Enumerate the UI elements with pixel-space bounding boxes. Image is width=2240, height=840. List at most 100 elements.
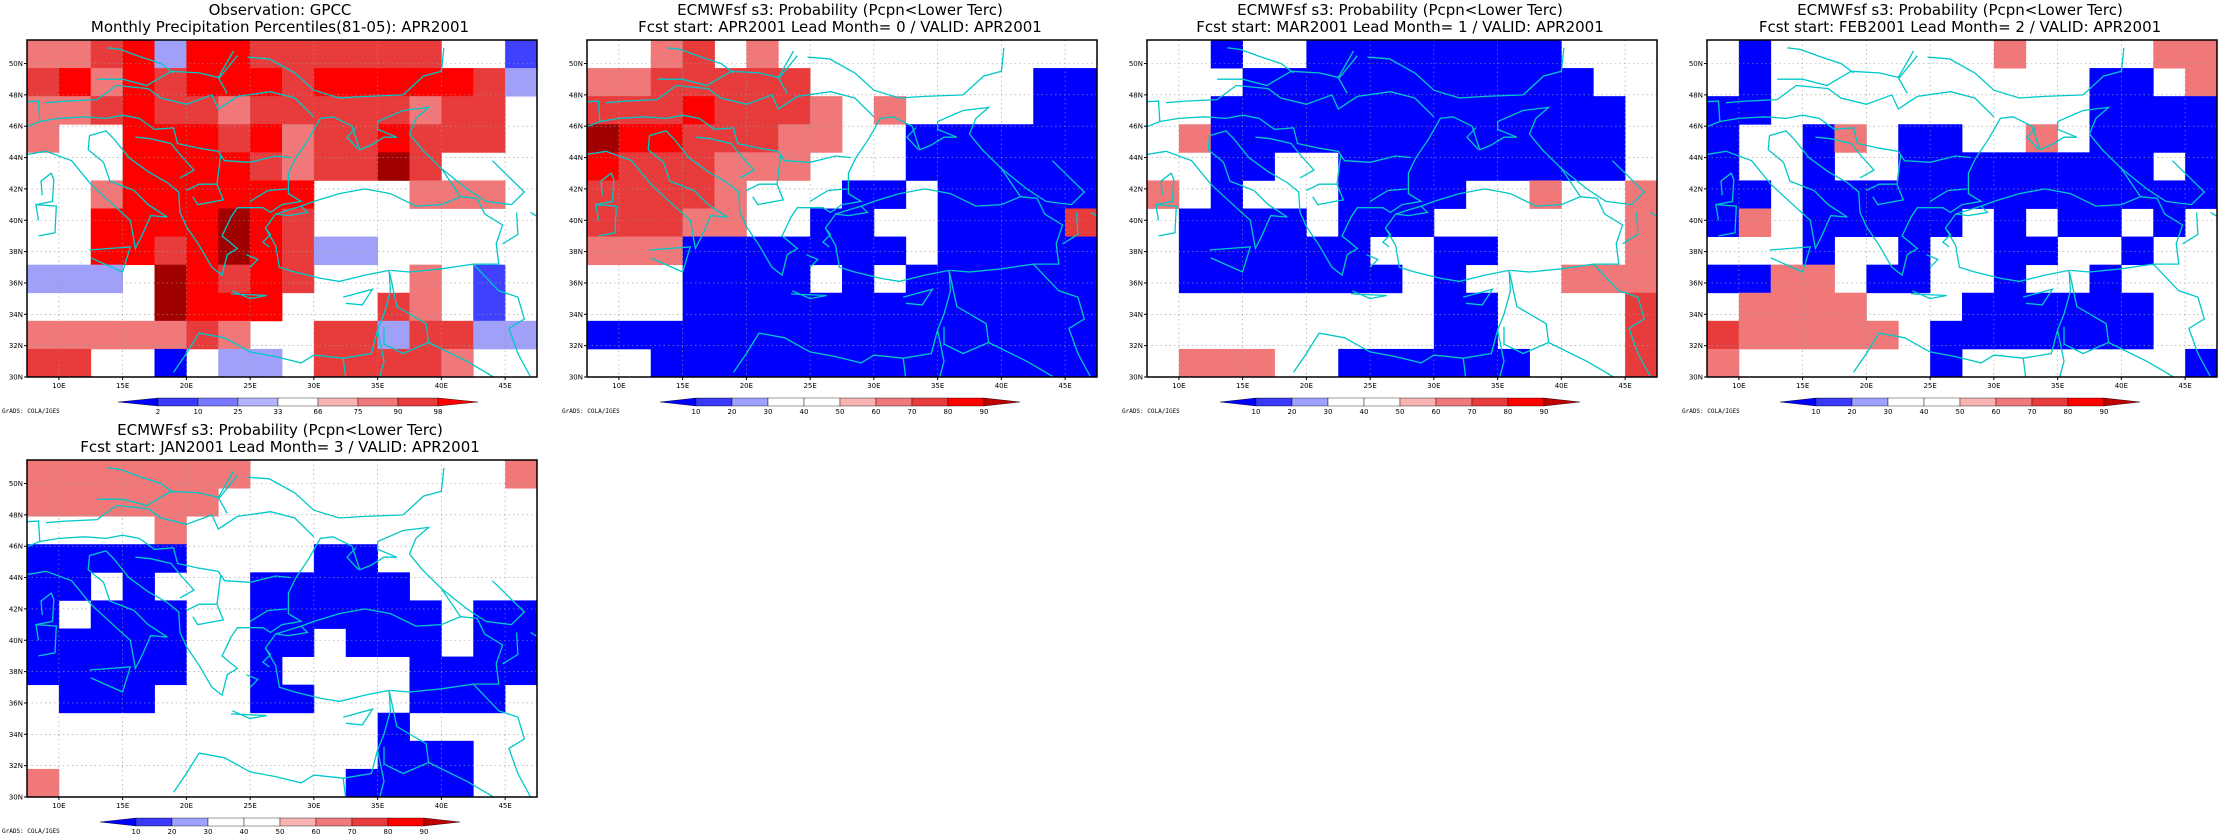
grid-cell xyxy=(441,740,474,770)
panel-title: ECMWFsf s3: Probability (Pcpn<Lower Terc… xyxy=(677,1,1003,19)
grads-credit: GrADS: COLA/IGES xyxy=(1122,408,1180,415)
grid-cell xyxy=(250,292,283,322)
lon-label: 35E xyxy=(371,802,384,810)
grid-cell xyxy=(186,208,219,237)
grid-cell xyxy=(682,320,715,350)
coastline xyxy=(472,263,532,377)
coastline xyxy=(217,470,235,514)
coastline xyxy=(1147,100,1161,122)
grid-cell xyxy=(650,96,684,125)
coastline xyxy=(2120,160,2206,206)
grid-cell xyxy=(1338,40,1371,69)
grid-cell xyxy=(2121,180,2154,209)
coastline xyxy=(342,358,347,377)
grid-cell xyxy=(1001,292,1034,322)
lon-label: 25E xyxy=(1923,382,1936,390)
grid-cell xyxy=(122,68,155,97)
lat-label: 36N xyxy=(569,279,583,287)
grid-cell xyxy=(2153,96,2186,125)
colorbar-label: 10 xyxy=(692,408,701,416)
grid-cell xyxy=(313,236,347,266)
grid-cell xyxy=(90,628,124,657)
grid-cell xyxy=(345,68,379,97)
grid-cell xyxy=(1065,320,1098,350)
lon-label: 30E xyxy=(307,802,320,810)
grid-cell xyxy=(154,628,187,657)
colorbar-label: 66 xyxy=(314,408,323,416)
grid-cell xyxy=(1993,320,2027,350)
grid-cell xyxy=(746,40,779,69)
grid-cell xyxy=(122,40,155,69)
coastline xyxy=(2056,329,2065,377)
coastline xyxy=(595,203,617,237)
grid-cell xyxy=(1210,152,1244,181)
grid-cell xyxy=(1529,180,1562,209)
grid-cell xyxy=(2089,208,2122,237)
coastline xyxy=(502,212,519,245)
colorbar-segment xyxy=(243,817,281,827)
coastline xyxy=(216,574,222,605)
grid-cell xyxy=(58,348,92,378)
grid-cell xyxy=(618,68,652,97)
colorbar-segment xyxy=(99,817,137,827)
colorbar-label: 80 xyxy=(2064,408,2073,416)
probability-map: 50N 48N 46N 44N 42N 40N 38N 36N 34N 32N 30N 10E 15E 2… xyxy=(1129,39,1658,416)
grid-cell xyxy=(441,180,474,209)
lat-label: 42N xyxy=(9,605,23,613)
colorbar-label: 30 xyxy=(1884,408,1893,416)
map-frame xyxy=(26,39,538,378)
grid-cell xyxy=(969,208,1002,237)
grid-cell xyxy=(1433,292,1467,322)
grid-cell xyxy=(937,320,970,350)
grid-cell xyxy=(282,208,315,237)
grid-cell xyxy=(345,572,379,601)
grid-cell xyxy=(1033,96,1066,125)
grid-cell xyxy=(58,264,92,294)
grid-cell xyxy=(1274,68,1307,97)
coastline xyxy=(1367,47,1565,99)
lat-label: 44N xyxy=(9,574,23,582)
colorbar-segment xyxy=(1959,397,1997,407)
coastline xyxy=(1707,100,1721,122)
grid-cell xyxy=(218,124,251,153)
grid-cell xyxy=(1738,40,1772,69)
grid-cell xyxy=(27,264,60,294)
grid-cell xyxy=(2025,152,2059,181)
grid-cell xyxy=(1433,348,1467,378)
grid-cell xyxy=(313,572,347,601)
lon-label: 10E xyxy=(52,382,65,390)
coastline xyxy=(1462,358,1467,377)
coastline xyxy=(216,154,222,185)
grid-cell xyxy=(778,320,811,350)
grid-cell xyxy=(587,152,620,181)
coastline xyxy=(1927,47,2125,99)
grid-cell xyxy=(409,740,442,770)
grid-cell xyxy=(1465,292,1499,322)
coastline xyxy=(1337,50,1355,94)
lat-label: 30N xyxy=(9,794,23,802)
colorbar-segment xyxy=(1471,397,1509,407)
grid-cell xyxy=(1338,152,1371,181)
grid-cell xyxy=(377,572,410,601)
grid-cell xyxy=(2185,40,2218,69)
grid-cell xyxy=(842,348,875,378)
grid-cell xyxy=(650,180,684,209)
coastline xyxy=(1381,227,1392,248)
coastline xyxy=(587,114,851,163)
grads-credit: GrADS: COLA/IGES xyxy=(1682,408,1740,415)
grid-cell xyxy=(1738,292,1772,322)
colorbar-segment xyxy=(659,397,697,407)
grid-cell xyxy=(409,320,442,350)
colorbar-label: 70 xyxy=(1468,408,1477,416)
grid-cell xyxy=(122,628,155,657)
grid-cell xyxy=(122,320,155,350)
grid-cell xyxy=(1001,208,1034,237)
grid-cell xyxy=(1561,124,1594,153)
grid-cell xyxy=(313,600,347,629)
map-panel-lead-1: ECMWFsf s3: Probability (Pcpn<Lower Terc… xyxy=(1120,0,1680,420)
grid-cell xyxy=(937,236,970,266)
coastline xyxy=(587,100,601,122)
grid-cell xyxy=(154,152,187,181)
grid-cell xyxy=(154,236,187,266)
grid-cell xyxy=(90,236,124,266)
